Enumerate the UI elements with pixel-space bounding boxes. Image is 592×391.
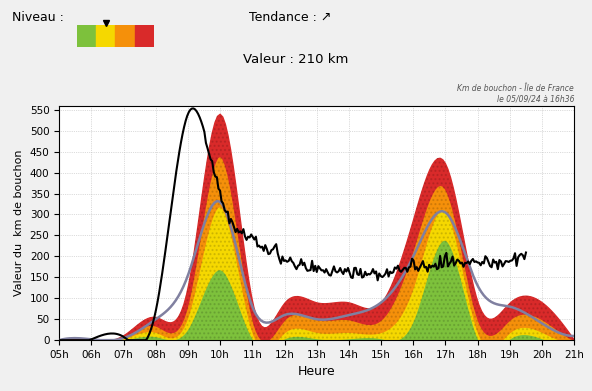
Bar: [135, 25, 154, 47]
Text: Valeur : 210 km: Valeur : 210 km: [243, 53, 349, 66]
Text: Tendance : ↗: Tendance : ↗: [249, 11, 331, 24]
Bar: [77, 25, 96, 47]
Text: Niveau :: Niveau :: [12, 11, 64, 24]
Text: Km de bouchon - Île de France
le 05/09/24 à 16h36: Km de bouchon - Île de France le 05/09/2…: [458, 84, 574, 103]
X-axis label: Heure: Heure: [298, 366, 336, 378]
Bar: [115, 25, 135, 47]
Y-axis label: Valeur du  km de bouchon: Valeur du km de bouchon: [14, 150, 24, 296]
Bar: [96, 25, 115, 47]
